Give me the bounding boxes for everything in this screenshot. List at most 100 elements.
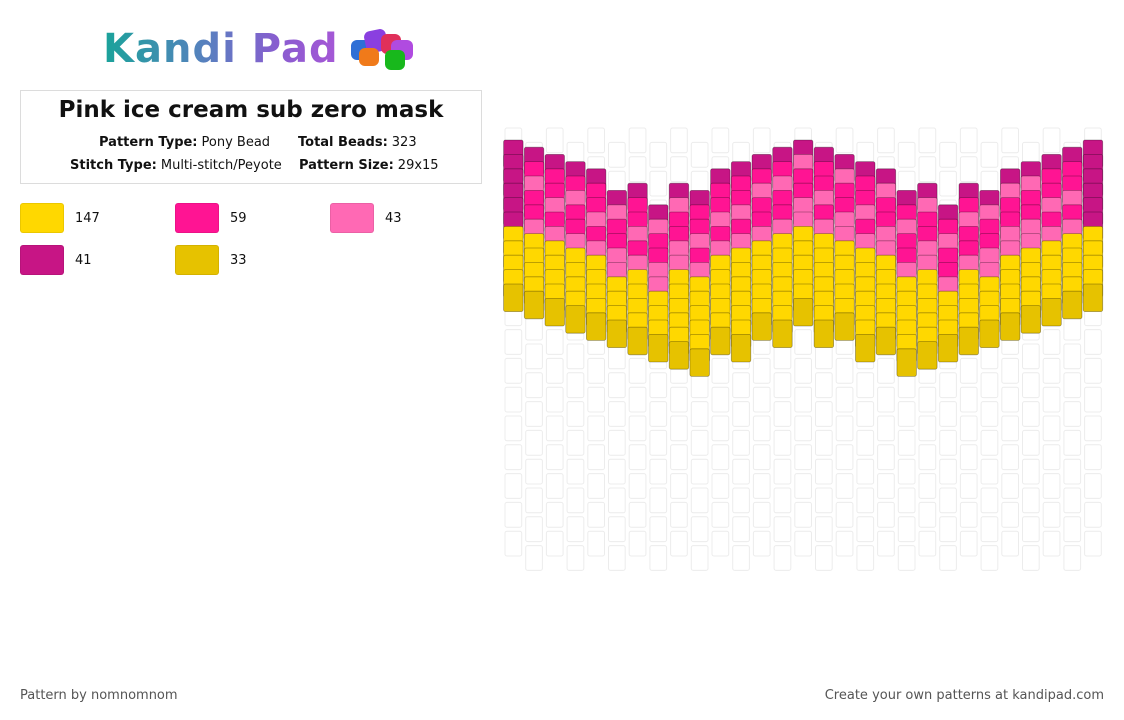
empty-grid-cell xyxy=(649,458,668,485)
empty-grid-cell xyxy=(732,458,750,485)
kandi-pad-logo[interactable]: Kandi Pad xyxy=(103,26,421,72)
bead xyxy=(503,283,524,313)
bead xyxy=(648,333,669,363)
empty-grid-cell xyxy=(835,386,854,413)
empty-grid-cell xyxy=(732,487,750,514)
empty-grid-cell xyxy=(959,501,978,528)
empty-grid-cell xyxy=(587,127,606,154)
empty-grid-cell xyxy=(794,501,812,528)
pattern-title: Pink ice cream sub zero mask xyxy=(58,97,444,123)
empty-grid-cell xyxy=(1022,458,1040,485)
empty-grid-cell xyxy=(877,501,895,528)
empty-grid-cell xyxy=(504,501,523,528)
empty-grid-cell xyxy=(835,530,854,557)
empty-grid-cell xyxy=(939,429,957,456)
empty-grid-cell xyxy=(835,501,854,528)
empty-grid-cell xyxy=(1063,429,1082,456)
empty-grid-cell xyxy=(566,516,585,543)
empty-grid-cell xyxy=(545,329,564,355)
empty-grid-cell xyxy=(980,401,999,427)
empty-grid-cell xyxy=(877,415,895,442)
bead xyxy=(772,319,793,349)
empty-grid-cell xyxy=(1042,329,1061,355)
empty-grid-cell xyxy=(504,357,523,384)
total-beads-value: 323 xyxy=(391,135,417,150)
total-beads-label: Total Beads: xyxy=(298,135,388,150)
empty-grid-cell xyxy=(566,458,585,485)
site-credit[interactable]: Create your own patterns at kandipad.com xyxy=(824,688,1104,703)
empty-grid-cell xyxy=(939,516,957,543)
pattern-size: Pattern Size: 29x15 xyxy=(299,158,439,173)
empty-grid-cell xyxy=(1001,127,1019,154)
empty-grid-cell xyxy=(1001,444,1019,471)
empty-grid-cell xyxy=(628,156,647,183)
empty-grid-cell xyxy=(525,372,543,399)
bead xyxy=(668,341,690,370)
empty-grid-cell xyxy=(980,545,999,571)
empty-grid-cell xyxy=(939,170,957,197)
empty-grid-cell xyxy=(1084,501,1102,528)
empty-grid-cell xyxy=(1042,530,1061,557)
empty-grid-cell xyxy=(628,473,647,499)
empty-grid-cell xyxy=(690,545,709,571)
empty-grid-cell xyxy=(711,501,730,528)
empty-grid-cell xyxy=(628,530,647,557)
empty-grid-cell xyxy=(587,386,606,413)
empty-grid-cell xyxy=(815,401,833,427)
empty-grid-cell xyxy=(1001,530,1019,557)
empty-grid-cell xyxy=(877,386,895,413)
empty-grid-cell xyxy=(835,415,854,442)
empty-grid-cell xyxy=(1063,343,1082,370)
empty-grid-cell xyxy=(1001,415,1019,442)
empty-grid-cell xyxy=(1063,458,1082,485)
empty-grid-cell xyxy=(525,545,543,571)
empty-grid-cell xyxy=(628,415,647,442)
empty-grid-cell xyxy=(628,444,647,471)
empty-grid-cell xyxy=(1063,487,1082,514)
bead xyxy=(627,326,648,356)
empty-grid-cell xyxy=(794,329,812,355)
stitch-type-label: Stitch Type: xyxy=(70,158,157,173)
empty-grid-cell xyxy=(1042,415,1061,442)
empty-grid-cell xyxy=(545,530,564,557)
empty-grid-cell xyxy=(856,516,875,543)
empty-grid-cell xyxy=(711,473,730,499)
empty-grid-cell xyxy=(628,127,647,154)
empty-grid-cell xyxy=(1022,545,1040,571)
empty-grid-cell xyxy=(504,386,523,413)
bead xyxy=(710,326,731,356)
empty-grid-cell xyxy=(1084,473,1102,499)
bead xyxy=(1062,290,1083,320)
empty-grid-cell xyxy=(856,545,875,571)
bead xyxy=(875,326,897,356)
pattern-size-label: Pattern Size: xyxy=(299,158,394,173)
empty-grid-cell xyxy=(1001,473,1019,499)
empty-grid-cell xyxy=(670,415,688,442)
color-swatch xyxy=(175,245,219,275)
empty-grid-cell xyxy=(752,357,771,384)
total-beads: Total Beads: 323 xyxy=(298,135,417,150)
empty-grid-cell xyxy=(587,357,606,384)
empty-grid-cell xyxy=(587,444,606,471)
empty-grid-cell xyxy=(794,386,812,413)
empty-grid-cell xyxy=(918,501,937,528)
bead xyxy=(1020,305,1041,334)
empty-grid-cell xyxy=(587,473,606,499)
empty-grid-cell xyxy=(525,458,543,485)
empty-grid-cell xyxy=(711,415,730,442)
bead xyxy=(565,305,586,334)
empty-grid-cell xyxy=(1084,444,1102,471)
empty-grid-cell xyxy=(897,401,916,427)
empty-grid-cell xyxy=(877,444,895,471)
empty-grid-cell xyxy=(525,343,543,370)
empty-grid-cell xyxy=(1042,444,1061,471)
pattern-type-value: Pony Bead xyxy=(201,135,271,150)
empty-grid-cell xyxy=(773,458,792,485)
bead xyxy=(544,297,565,327)
empty-grid-cell xyxy=(959,156,978,183)
empty-grid-cell xyxy=(545,415,564,442)
empty-grid-cell xyxy=(918,473,937,499)
empty-grid-cell xyxy=(1084,530,1102,557)
bead xyxy=(523,290,545,320)
legend-item-light-pink: 43 xyxy=(330,203,402,233)
